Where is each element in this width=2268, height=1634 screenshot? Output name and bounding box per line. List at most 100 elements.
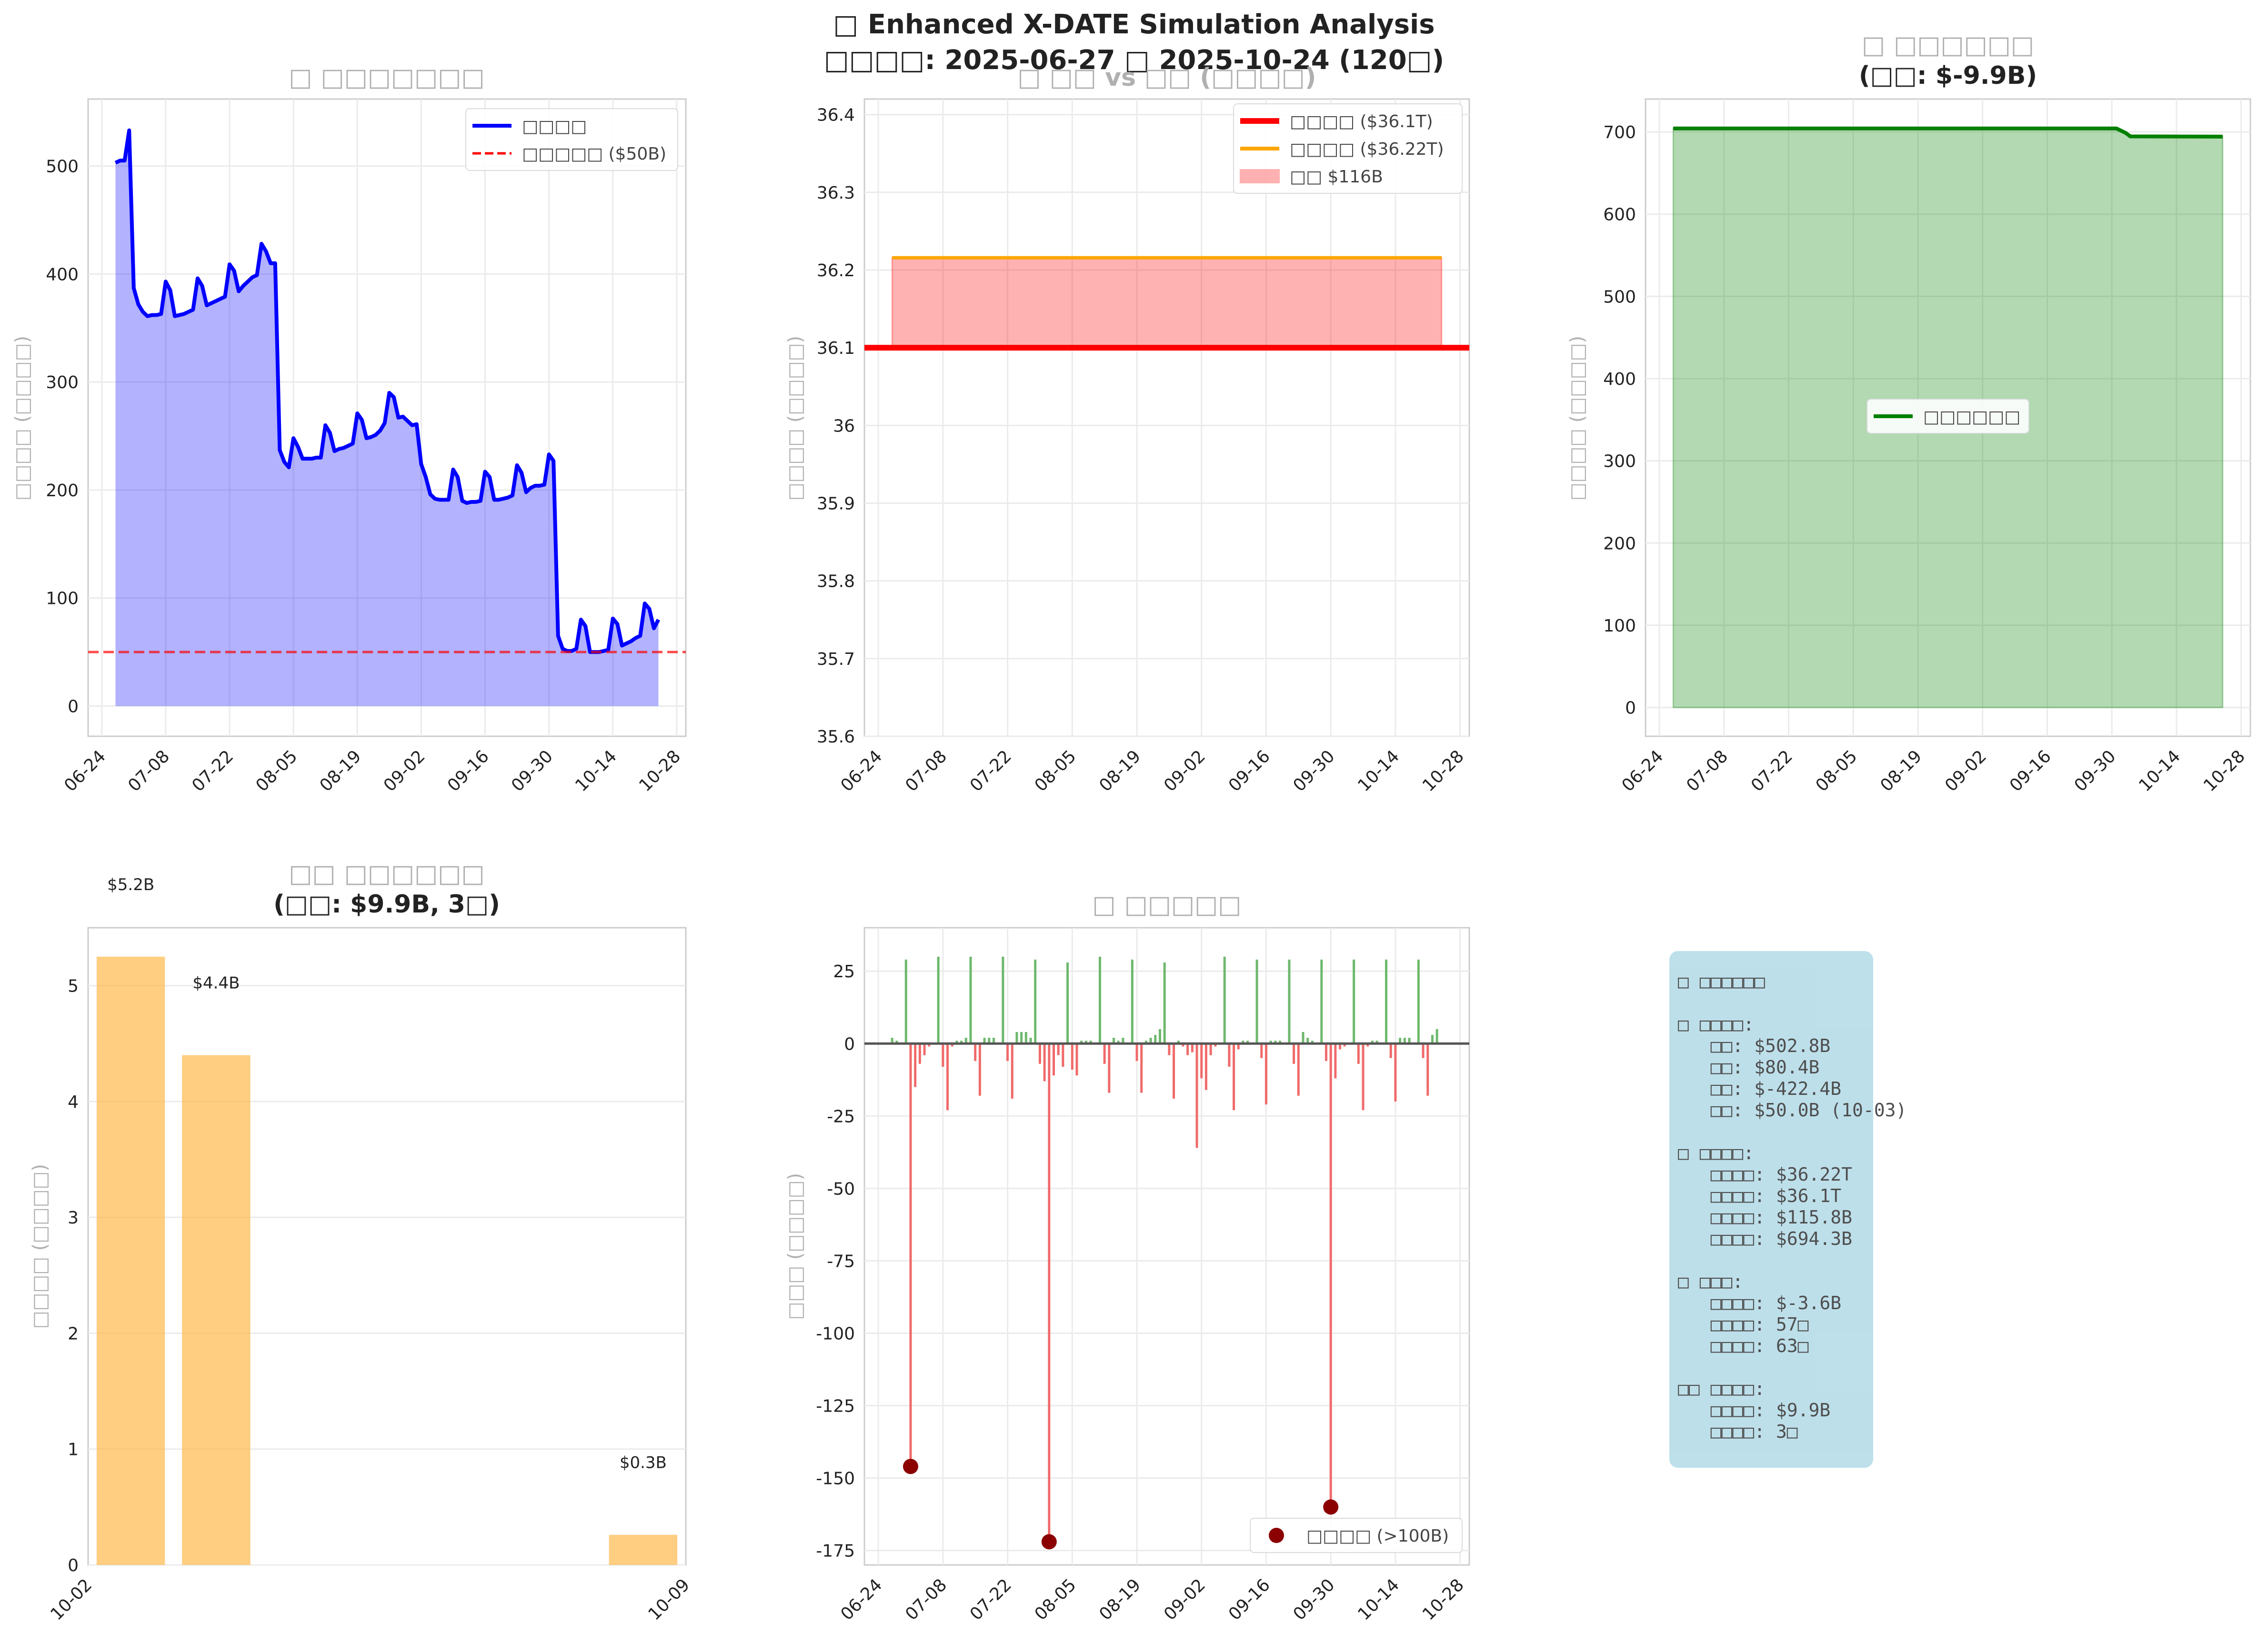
debt-plot-area	[863, 98, 1470, 737]
info-line	[1678, 992, 1873, 1014]
emeasure-y-axis-label: □□□□ (□□□□)	[1566, 336, 1588, 501]
flow-bar	[1066, 962, 1069, 1044]
flow-bar	[1182, 1043, 1184, 1047]
debt-legend-label: □□□□ ($36.22T)	[1290, 140, 1444, 159]
flow-bar	[1431, 1035, 1434, 1044]
info-line: □□□□: 63□	[1678, 1335, 1809, 1356]
flow-bar	[960, 1041, 963, 1044]
flow-bar	[1357, 1043, 1360, 1064]
large-outflow-marker	[1041, 1534, 1057, 1550]
info-line: □□: $80.4B	[1678, 1057, 1820, 1078]
flows-chart-title-line-1: □ □□□□□	[1093, 891, 1242, 919]
info-line: □ □□□□:	[1678, 1014, 1755, 1035]
usage-y-tick-label: 0	[68, 1556, 79, 1575]
flow-bar	[1200, 1043, 1203, 1079]
usage-bar	[182, 1055, 251, 1565]
flow-bar	[1163, 962, 1166, 1044]
debt-y-axis-label: □□□□ (□□□□)	[784, 336, 806, 501]
flow-bar	[1297, 1043, 1300, 1096]
flow-bar	[1135, 1043, 1138, 1061]
flow-bar	[1034, 959, 1037, 1044]
flow-bar	[1043, 1043, 1046, 1082]
flow-bar	[1233, 1043, 1235, 1111]
flow-bar	[946, 1043, 949, 1111]
flow-bar	[1011, 1043, 1014, 1099]
cash-legend-frame	[465, 108, 678, 171]
flow-bar	[1195, 1043, 1198, 1148]
flow-bar	[1024, 1032, 1027, 1044]
info-line: □ □□□□□□	[1678, 971, 1766, 992]
info-line: □□□□: $115.8B	[1678, 1207, 1853, 1228]
flows-y-tick-label: -25	[827, 1107, 855, 1126]
debt-y-tick-label: 35.6	[817, 727, 855, 747]
info-line	[1678, 1357, 1873, 1378]
flows-y-axis-label: □□□ (□□□□)	[784, 1173, 806, 1320]
flow-bar	[978, 1043, 981, 1096]
usage-chart-title-line-1: □□ □□□□□□	[289, 860, 484, 888]
flow-bar	[1329, 1043, 1332, 1507]
usage-bar-label: $0.3B	[620, 1454, 667, 1473]
emeasure-y-tick-label: 300	[1603, 452, 1636, 471]
flow-bar	[992, 1038, 995, 1044]
flows-y-tick-label: -175	[816, 1542, 855, 1561]
emeasure-chart-title-line-1: □ □□□□□□	[1862, 31, 2034, 60]
flow-bar	[1122, 1038, 1124, 1044]
flow-bar	[1158, 1029, 1161, 1044]
flows-y-tick-label: -75	[827, 1252, 855, 1271]
flow-bar	[1168, 1043, 1171, 1055]
usage-chart-title-line-2: (□□: $9.9B, 3□)	[273, 890, 500, 919]
flow-bar	[1362, 1043, 1365, 1111]
flow-bar	[955, 1041, 958, 1044]
info-line	[1678, 1250, 1873, 1271]
cash-y-tick-label: 200	[46, 481, 79, 501]
flow-bar	[1214, 1043, 1217, 1047]
flow-bar	[974, 1043, 977, 1061]
info-line	[1678, 1121, 1873, 1143]
flow-bar	[1020, 1032, 1023, 1044]
large-outflow-marker	[1323, 1499, 1339, 1515]
debt-y-tick-label: 36.1	[817, 339, 855, 358]
flow-bar	[1343, 1043, 1346, 1047]
flow-bar	[937, 956, 940, 1044]
flow-bar	[1177, 1041, 1180, 1044]
debt-y-tick-label: 36.4	[817, 106, 855, 125]
flow-bar	[928, 1043, 931, 1047]
debt-y-tick-label: 36.3	[817, 183, 855, 203]
usage-y-axis-label: □□□□ (□□□□)	[29, 1164, 51, 1329]
flow-bar	[1325, 1043, 1327, 1061]
debt-y-tick-label: 36	[833, 416, 855, 436]
flow-bar	[1394, 1043, 1397, 1102]
flow-bar	[1375, 1041, 1378, 1044]
flow-bar	[1288, 959, 1291, 1044]
emeasure-legend: □□□□□□	[1867, 399, 2029, 434]
debt-axes: 06-24 07-08 07-22 08-05 08-19 09-02 09-16 09-30…	[817, 98, 1470, 795]
cash-legend-label: □□□□	[522, 117, 587, 136]
debt-legend-frame	[1233, 103, 1463, 194]
flow-bar	[909, 1043, 912, 1467]
flow-bar	[1029, 1038, 1032, 1044]
info-line: □□: $502.8B	[1678, 1035, 1831, 1056]
flow-bar	[1140, 1043, 1143, 1093]
info-line: □ □□□:	[1678, 1271, 1744, 1292]
flow-bar	[895, 1041, 898, 1044]
cash-y-tick-label: 100	[46, 589, 79, 609]
flow-bar	[1002, 956, 1004, 1044]
debt-legend: □□□□ ($36.1T) □□□□ ($36.22T) □□ $116B	[1233, 103, 1463, 194]
figure-title-line-2: □□□□: 2025-06-27 □ 2025-10-24 (120□)	[824, 45, 1444, 76]
flow-bar	[1048, 1043, 1051, 1542]
debt-legend-swatch	[1240, 169, 1280, 183]
debt-legend-label: □□ $116B	[1290, 167, 1383, 187]
flow-bar	[918, 1043, 921, 1064]
info-line: □□: $50.0B (10-03)	[1678, 1100, 1907, 1121]
flow-bar	[1264, 1043, 1267, 1104]
cash-y-tick-label: 500	[46, 157, 79, 177]
flow-bar	[1417, 959, 1420, 1044]
cash-y-axis-label: □□□□ (□□□□)	[11, 336, 33, 501]
flows-legend: □□□□ (>100B)	[1250, 1518, 1463, 1553]
emeasure-y-tick-label: 700	[1603, 123, 1636, 142]
cash-legend: □□□□ □□□□□ ($50B)	[465, 108, 678, 171]
cash-y-tick-label: 300	[46, 373, 79, 392]
info-line: □ □□□□:	[1678, 1143, 1755, 1163]
flows-plot-area	[863, 927, 1470, 1566]
flow-bar	[1408, 1038, 1411, 1044]
